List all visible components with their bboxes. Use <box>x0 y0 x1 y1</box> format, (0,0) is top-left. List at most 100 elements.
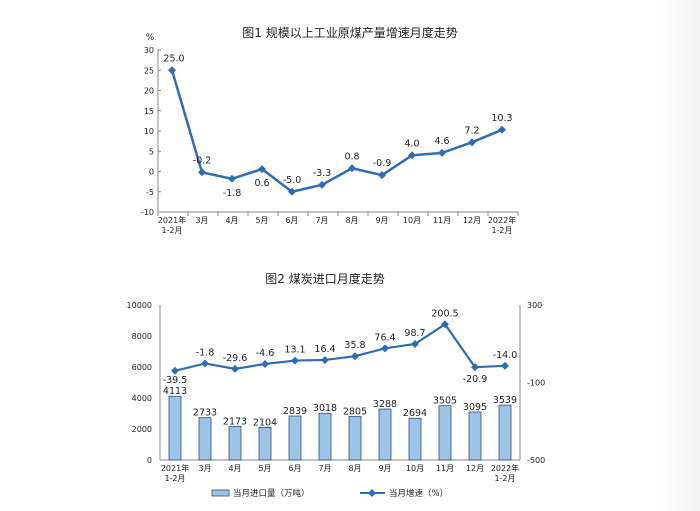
chart-2-line-point <box>351 352 359 361</box>
chart-1-y-tick-label: 0 <box>149 168 154 177</box>
page-edge-shadow <box>660 0 700 511</box>
chart-1-x-tick-label: 12月 <box>463 216 481 225</box>
chart-2-line-label: -4.6 <box>256 348 275 359</box>
chart-2-bar-label: 2839 <box>283 406 307 417</box>
chart-2-bar-label: 2173 <box>223 416 247 427</box>
chart-1-series-line <box>170 69 503 194</box>
chart-1-data-point <box>288 187 296 196</box>
chart-2-x-tick-label: 2021年 <box>161 463 189 473</box>
chart-2-line-point <box>471 363 479 372</box>
chart-1-x-tick-label: 3月 <box>195 216 208 225</box>
chart-1-data-label: -3.3 <box>313 168 332 179</box>
chart-2-bar <box>348 416 362 461</box>
chart-2-bar-label: 4113 <box>163 386 187 397</box>
chart-1-y-tick-label: 15 <box>144 107 154 116</box>
chart-2-line-point <box>201 359 209 368</box>
chart-1-data-label: 4.0 <box>404 138 419 149</box>
chart-2-bar-label: 2104 <box>253 417 277 428</box>
chart-2-x-tick-label: 7月 <box>318 464 331 473</box>
chart-2-series-line <box>174 322 506 372</box>
chart-2-bar-label: 2805 <box>343 407 367 418</box>
chart-2-x-tick-label: 9月 <box>378 464 391 473</box>
chart-1-x-tick-label: 11月 <box>433 216 451 225</box>
chart-1-y-unit: % <box>146 33 155 43</box>
chart-1-data-point <box>228 174 236 183</box>
chart-2-line-label: -14.0 <box>493 350 518 361</box>
chart-2-x-tick-label: 12月 <box>466 464 484 473</box>
chart-2-line-label: -39.5 <box>163 375 188 386</box>
chart-1-x-tick-label: 2021年 <box>158 215 186 225</box>
chart-2-bar-label: 2694 <box>403 408 427 419</box>
chart-2-bar <box>378 408 392 461</box>
chart-1-data-point <box>348 164 356 173</box>
chart-2-left-tick-label: 6000 <box>132 363 152 372</box>
chart-2-bar <box>468 411 482 461</box>
chart-2-line-label: 200.5 <box>431 308 458 319</box>
chart-2-line-point <box>171 366 179 375</box>
chart-2-x-tick-label: 5月 <box>258 464 271 473</box>
chart-1-y-tick-label: 10 <box>144 127 154 136</box>
chart-1-data-label: -5.0 <box>283 175 302 186</box>
chart-2-line-label: 76.4 <box>374 332 395 343</box>
chart-1-y-tick-label: 20 <box>144 87 154 96</box>
chart-2-bar-label: 3095 <box>463 402 487 413</box>
chart-1-data-label: 7.2 <box>464 125 479 136</box>
chart-2-line-label: -20.9 <box>463 374 488 385</box>
chart-1-data-label: 4.6 <box>434 136 449 147</box>
chart-2-bar-label: 2733 <box>193 408 217 419</box>
chart-2-bar <box>228 425 242 461</box>
chart-2-bar <box>168 395 182 461</box>
chart-1-data-label: -0.9 <box>373 158 392 169</box>
chart-1-x-tick-label: 8月 <box>345 216 358 225</box>
chart-1-data-label: -0.2 <box>193 155 212 166</box>
chart-2-line-label: 35.8 <box>344 340 365 351</box>
chart-1-x-tick-label: 2022年 <box>488 215 516 225</box>
chart-1-data-label: 25.0 <box>163 53 184 64</box>
chart-2-x-tick-label: 10月 <box>406 464 424 473</box>
chart-2-line-point <box>231 364 239 373</box>
chart-1-data-point <box>318 180 326 189</box>
chart-1-data-point <box>198 168 206 177</box>
chart-1-data-point <box>438 148 446 157</box>
chart-2-bar-label: 3018 <box>313 403 337 414</box>
chart-2-line-point <box>261 360 269 369</box>
chart-2-line-point <box>501 361 509 370</box>
chart-1-y-tick-label: -5 <box>146 188 154 197</box>
chart-2-x-tick-label: 11月 <box>436 464 454 473</box>
chart-2-x-tick-label: 4月 <box>228 464 241 473</box>
chart-2-line-point <box>291 356 299 365</box>
chart-1-data-label: 0.8 <box>344 151 359 162</box>
legend-bar-swatch <box>211 489 230 497</box>
chart-2-line-label: 13.1 <box>284 345 305 356</box>
chart-1-title: 图1 规模以上工业原煤产量增速月度走势 <box>242 25 457 40</box>
chart-2-left-tick-label: 2000 <box>132 425 152 434</box>
chart-2-right-tick-label: 300 <box>527 301 542 310</box>
chart-2-right-tick-label: -500 <box>527 456 545 465</box>
chart-2-bar <box>288 415 302 461</box>
chart-2-bar-label: 3539 <box>493 395 517 406</box>
chart-2-bar <box>258 426 272 461</box>
chart-2-line-point <box>381 344 389 353</box>
chart-2-right-tick-label: -100 <box>527 379 545 388</box>
chart-2-x-tick-label: 1-2月 <box>494 474 515 483</box>
chart-2-title: 图2 煤炭进口月度走势 <box>265 271 384 286</box>
chart-1-x-tick-label: 5月 <box>255 216 268 225</box>
chart-2-bar-label: 3505 <box>433 396 457 407</box>
chart-2-line-label: 16.4 <box>314 344 335 355</box>
chart-1-data-point <box>468 138 476 147</box>
chart-2-left-tick-label: 4000 <box>132 394 152 403</box>
chart-1-data-point <box>378 171 386 180</box>
chart-1-y-tick-label: 5 <box>149 147 154 156</box>
chart-1-data-point <box>168 66 176 75</box>
chart-2-x-tick-label: 6月 <box>288 464 301 473</box>
chart-2-line-point <box>411 340 419 349</box>
chart-1-data-point <box>498 125 506 134</box>
chart-2-left-tick-label: 10000 <box>127 301 152 310</box>
chart-1-x-tick-label: 4月 <box>225 216 238 225</box>
legend-line-marker <box>368 489 376 497</box>
chart-2-bar <box>408 417 422 461</box>
chart-1-x-tick-label: 9月 <box>375 216 388 225</box>
chart-2-line-point <box>321 355 329 364</box>
chart-1-x-tick-label: 1-2月 <box>491 226 512 235</box>
chart-1-data-point <box>258 165 266 174</box>
